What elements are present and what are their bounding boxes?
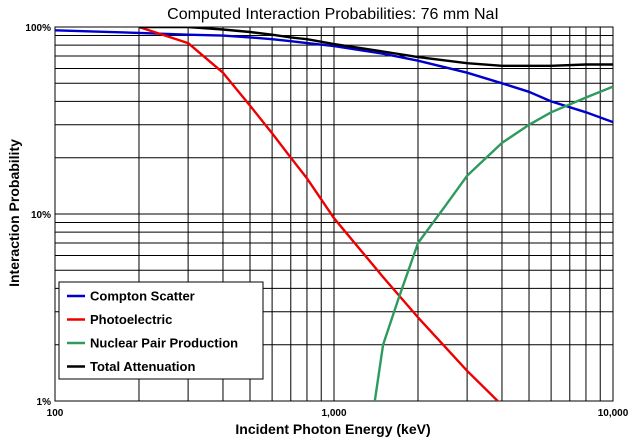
x-tick-label: 10,000: [598, 408, 629, 419]
grid: [54, 26, 614, 402]
series-line-total-attenuation: [139, 27, 613, 68]
plot-frame: [54, 26, 614, 402]
series-line-compton-scatter: [55, 29, 613, 124]
legend-label: Compton Scatter: [90, 289, 195, 304]
legend-label: Nuclear Pair Production: [90, 336, 238, 351]
series-layer: [55, 27, 613, 401]
x-tick-label: 1,000: [321, 408, 346, 419]
y-axis-title: Interaction Probability: [6, 139, 22, 287]
y-tick-label: 1%: [37, 397, 52, 408]
legend-box: [58, 281, 264, 380]
ticks-layer: 100 1,000 10,000 100% 10% 1%: [25, 23, 628, 419]
x-axis-title: Incident Photon Energy (keV): [235, 421, 430, 437]
x-tick-label: 100: [47, 408, 64, 419]
chart-title: Computed Interaction Probabilities: 76 m…: [167, 6, 499, 23]
y-tick-label: 100%: [25, 23, 51, 34]
y-tick-label: 10%: [31, 210, 51, 221]
legend-label: Photoelectric: [90, 312, 172, 327]
legend-label: Total Attenuation: [90, 359, 195, 374]
series-line-photoelectric: [138, 27, 500, 401]
series-line-nuclear-pair-production: [373, 85, 613, 401]
legend: Compton Scatter Photoelectric Nuclear Pair…: [58, 281, 264, 380]
